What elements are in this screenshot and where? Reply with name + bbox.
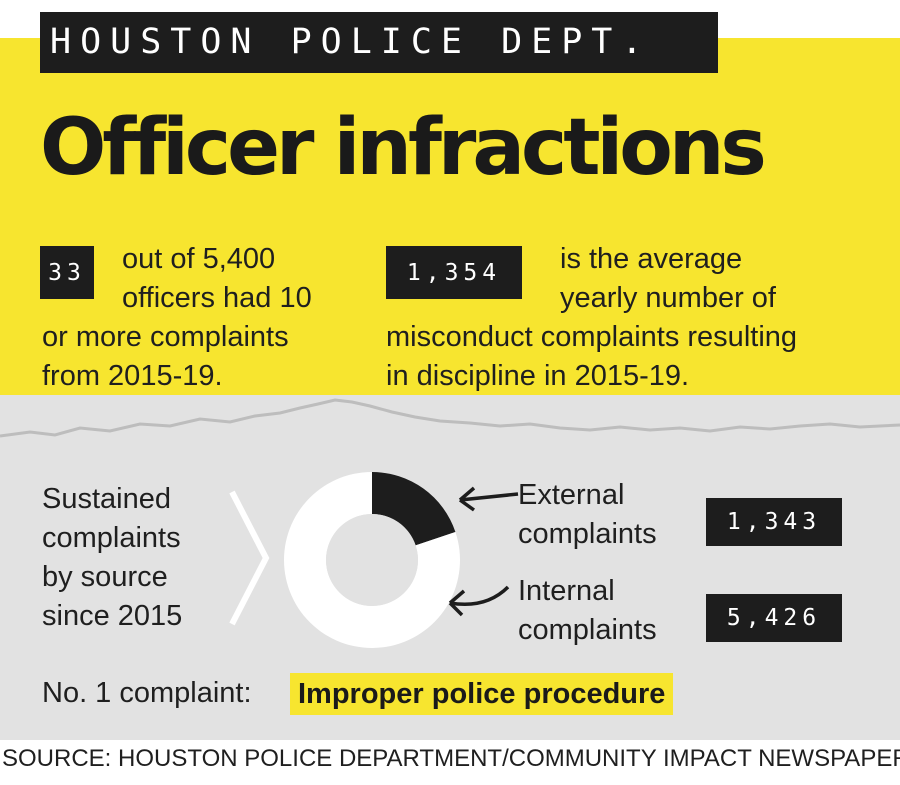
stat-officers-line: out of 5,400 (122, 243, 276, 275)
top-complaint-value: Improper police procedure (290, 673, 674, 715)
stat-average-line: yearly number of (560, 282, 776, 314)
donut-slice-internal (284, 472, 460, 648)
top-complaint-label: No. 1 complaint: (42, 677, 252, 709)
source-credit: SOURCE: HOUSTON POLICE DEPARTMENT/COMMUN… (2, 745, 900, 772)
chart-title: Sustained complaints by source since 201… (42, 480, 182, 636)
chart-title-line: since 2015 (42, 600, 183, 632)
stat-average-line: in discipline in 2015-19. (386, 360, 690, 392)
arrow-internal-icon (448, 585, 510, 617)
donut-slice-external (372, 472, 456, 546)
chart-title-line: complaints (42, 522, 181, 554)
chart-title-line: Sustained (42, 483, 171, 515)
stat-officers-line: from 2015-19. (42, 360, 223, 392)
external-count: 1,343 (706, 498, 842, 546)
torn-paper-edge (0, 398, 900, 458)
stat-average-complaints: 1,354 (386, 246, 522, 299)
kicker-label: HOUSTON POLICE DEPT. (40, 12, 718, 73)
stat-officers-count: 33 (40, 246, 94, 299)
legend-external: External complaints (518, 476, 657, 554)
legend-internal-line: Internal (518, 575, 615, 607)
legend-external-line: complaints (518, 518, 657, 550)
stat-officers-line: or more complaints (42, 321, 289, 353)
internal-count: 5,426 (706, 594, 842, 642)
stat-average-line: misconduct complaints resulting (386, 321, 798, 353)
chevron-right-icon (229, 490, 270, 626)
page-title: Officer infractions (40, 103, 767, 193)
stat-officers-line: officers had 10 (122, 282, 312, 314)
legend-internal: Internal complaints (518, 572, 657, 650)
legend-external-line: External (518, 479, 625, 511)
arrow-external-icon (458, 486, 519, 512)
legend-internal-line: complaints (518, 614, 657, 646)
donut-chart (284, 472, 460, 648)
chart-title-line: by source (42, 561, 168, 593)
donut-hole (326, 514, 418, 606)
stat-average-line: is the average (560, 243, 743, 275)
